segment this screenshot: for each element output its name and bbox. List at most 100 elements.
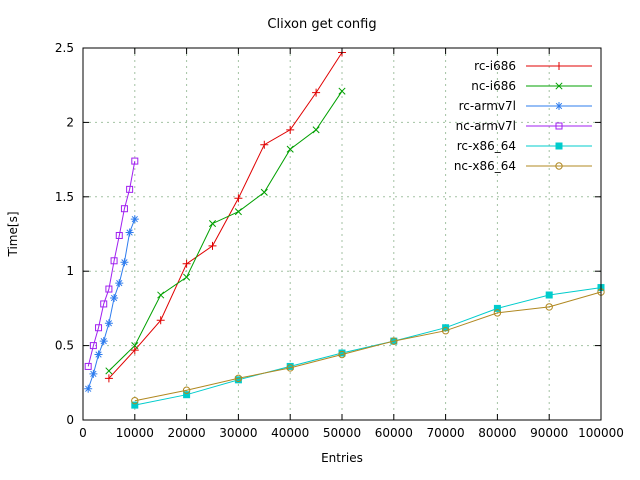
legend-label-rc-x86_64: rc-x86_64: [457, 139, 516, 153]
marker-plus: [104, 374, 113, 383]
legend-label-nc-x86_64: nc-x86_64: [454, 159, 516, 173]
marker-asterisk: [110, 293, 119, 302]
y-tick-label: 2.5: [55, 41, 74, 55]
legend-layer: rc-i686 nc-i686 rc-armv7l nc-armv7l rc-x86_6…: [454, 59, 592, 173]
marker-circle-open: [493, 309, 502, 317]
marker-cross: [286, 145, 294, 153]
marker-circle-open: [182, 386, 191, 394]
marker-square-open: [95, 324, 103, 332]
legend-label-rc-armv7l: rc-armv7l: [459, 99, 516, 113]
marker-circle-open: [390, 337, 398, 345]
marker-square-filled: [545, 291, 553, 299]
marker-cross: [105, 367, 113, 375]
series-layer: [84, 48, 605, 409]
marker-square-open: [84, 362, 92, 370]
marker-asterisk: [125, 228, 134, 237]
marker-circle-open: [131, 396, 139, 405]
x-tick-label: 40000: [271, 426, 309, 440]
marker-asterisk: [104, 319, 113, 328]
marker-square-filled: [493, 304, 501, 312]
marker-square-open: [131, 157, 139, 165]
marker-plus: [234, 194, 243, 203]
chart-title: Clixon get config: [267, 17, 376, 32]
marker-circle-open: [555, 162, 563, 170]
marker-asterisk: [120, 258, 129, 267]
y-tick-label: 0: [66, 413, 74, 427]
marker-square-filled: [183, 391, 191, 399]
x-tick-label: 10000: [116, 426, 154, 440]
marker-plus: [312, 88, 321, 97]
marker-plus: [156, 316, 165, 325]
marker-square-filled: [131, 401, 139, 409]
y-tick-label: 0.5: [55, 339, 74, 353]
series-line: [134, 291, 602, 402]
series-line: [87, 161, 136, 367]
y-axis-label: Time[s]: [6, 212, 20, 258]
marker-plus: [286, 125, 295, 134]
x-axis-label: Entries: [321, 451, 363, 465]
series-line: [108, 90, 343, 372]
marker-square-open: [89, 342, 97, 350]
marker-plus: [182, 259, 191, 268]
grid-layer: [82, 47, 602, 421]
legend-label-nc-i686: nc-i686: [471, 79, 516, 93]
legend-label-nc-armv7l: nc-armv7l: [456, 119, 516, 133]
series-rc-i686: [104, 48, 346, 383]
marker-asterisk: [130, 215, 139, 224]
marker-cross: [183, 273, 191, 281]
marker-asterisk: [555, 102, 563, 110]
marker-square-open: [120, 205, 128, 213]
series-nc-armv7l: [84, 157, 139, 370]
marker-cross: [208, 220, 217, 228]
marker-plus: [260, 140, 269, 149]
legend-label-rc-i686: rc-i686: [474, 59, 516, 73]
marker-plus: [555, 62, 563, 70]
marker-asterisk: [89, 369, 98, 378]
marker-asterisk: [94, 350, 103, 359]
x-tick-label: 90000: [530, 426, 568, 440]
y-tick-label: 2: [66, 115, 74, 129]
marker-circle-open: [338, 350, 346, 359]
marker-cross: [555, 82, 563, 90]
x-tick-label: 80000: [478, 426, 516, 440]
marker-square-open: [115, 231, 123, 239]
marker-square-open: [126, 185, 134, 193]
series-nc-i686: [105, 87, 346, 375]
x-tick-label: 50000: [323, 426, 361, 440]
y-tick-label: 1.5: [55, 190, 74, 204]
x-tick-label: 30000: [219, 426, 257, 440]
marker-asterisk: [115, 279, 124, 288]
y-tick-label: 1: [66, 264, 74, 278]
x-tick-label: 0: [79, 426, 87, 440]
marker-asterisk: [99, 337, 108, 346]
marker-square-open: [100, 300, 108, 308]
marker-cross: [234, 208, 242, 216]
marker-square-filled: [555, 142, 563, 150]
marker-cross: [312, 126, 320, 134]
marker-circle-open: [545, 303, 553, 311]
marker-circle-open: [286, 364, 294, 372]
marker-asterisk: [84, 384, 93, 393]
marker-cross: [157, 291, 165, 299]
marker-cross: [338, 87, 346, 95]
x-tick-label: 20000: [168, 426, 206, 440]
x-tick-label: 100000: [578, 426, 624, 440]
series-line: [87, 218, 136, 389]
marker-cross: [131, 342, 139, 350]
marker-circle-open: [441, 327, 450, 335]
marker-square-open: [555, 122, 563, 130]
marker-cross: [260, 188, 268, 196]
marker-square-open: [110, 257, 118, 265]
x-tick-label: 70000: [427, 426, 465, 440]
series-nc-x86_64: [131, 288, 605, 405]
x-tick-label: 60000: [375, 426, 413, 440]
marker-circle-open: [234, 374, 243, 383]
series-rc-armv7l: [84, 215, 139, 393]
marker-square-open: [105, 285, 113, 293]
marker-plus: [130, 346, 139, 355]
series-line: [108, 52, 343, 379]
series-rc-x86_64: [131, 284, 605, 409]
marker-plus: [208, 241, 217, 250]
